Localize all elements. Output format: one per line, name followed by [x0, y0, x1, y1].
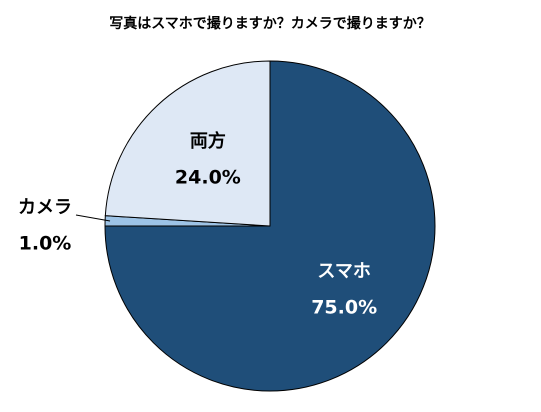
leader-line	[75, 214, 111, 222]
slice-label: スマホ	[317, 261, 370, 282]
slice-label: カメラ	[18, 197, 72, 218]
pie-slice	[104, 60, 271, 227]
value-label: 24.0%	[175, 166, 241, 188]
chart-title: 写真はスマホで撮りますか？カメラで撮りますか？	[109, 15, 431, 32]
value-label: 1.0%	[19, 233, 72, 255]
pie-slice	[104, 60, 436, 392]
slice-label: 両方	[190, 130, 226, 152]
value-label: 75.0%	[311, 297, 377, 319]
